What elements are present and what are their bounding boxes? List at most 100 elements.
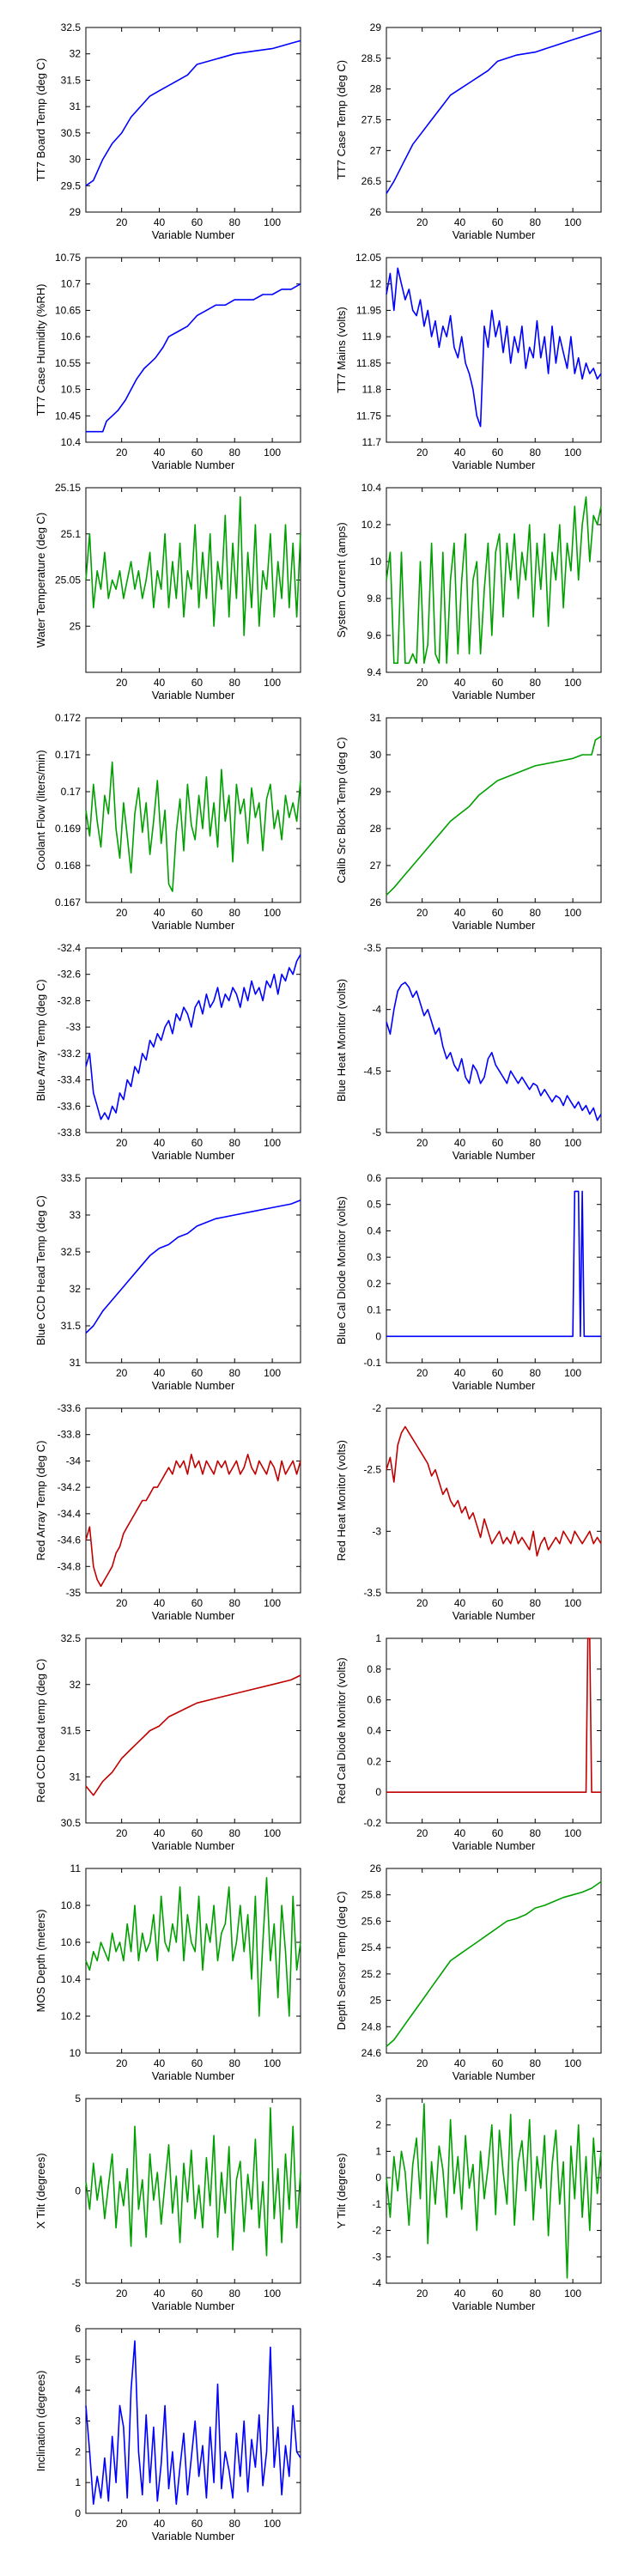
y-tick-label: -2: [372, 2225, 381, 2237]
x-tick-label: 100: [564, 216, 581, 228]
y-tick-label: 0.6: [367, 1172, 381, 1184]
y-tick-label: 11.9: [362, 331, 382, 343]
y-tick-label: 10.6: [61, 1936, 82, 1948]
y-tick-label: 10.7: [61, 278, 82, 290]
plot-frame: [85, 257, 301, 443]
x-tick-label: 60: [492, 677, 504, 689]
x-tick-label: 100: [264, 2057, 281, 2069]
y-axis-label: X Tilt (degrees): [34, 2153, 47, 2228]
x-tick-label: 100: [264, 216, 281, 228]
x-tick-label: 60: [492, 1367, 504, 1379]
x-tick-label: 60: [191, 447, 204, 459]
y-tick-label: 10.6: [61, 331, 82, 343]
x-tick-label: 40: [454, 447, 466, 459]
chart-19: -5 0 5 20 40 60 80 100 Variable Number X Tilt (de…: [34, 2093, 301, 2312]
chart-9: -33.8 -33.6 -33.4 -33.2 -33 -32.8 -32.6 -32.4 20…: [34, 942, 301, 1162]
y-tick-label: 31: [70, 1357, 82, 1369]
x-tick-label: 100: [564, 2057, 581, 2069]
plot-frame: [386, 1177, 602, 1364]
x-tick-label: 20: [116, 677, 128, 689]
x-tick-label: 100: [564, 2287, 581, 2300]
y-tick-label: 3: [75, 2415, 81, 2427]
y-tick-label: -34.6: [58, 1534, 82, 1546]
x-tick-label: 100: [264, 1827, 281, 1839]
y-tick-label: 0.168: [55, 860, 81, 872]
y-axis-label: TT7 Case Humidity (%RH): [34, 284, 47, 416]
x-tick-label: 80: [530, 677, 542, 689]
series-line: [85, 39, 301, 186]
y-tick-label: 0: [375, 1330, 381, 1342]
x-tick-label: 20: [416, 2057, 428, 2069]
x-axis-label: Variable Number: [152, 1149, 235, 1162]
y-tick-label: -0.1: [363, 1357, 381, 1369]
x-tick-label: 20: [116, 2287, 128, 2300]
y-tick-label: 1: [375, 2145, 381, 2157]
y-tick-label: 0.5: [367, 1199, 381, 1211]
x-tick-label: 60: [492, 1137, 504, 1149]
y-tick-label: -4: [372, 1004, 381, 1016]
series-line: [386, 29, 602, 194]
y-tick-label: 0.1: [367, 1304, 381, 1316]
series-line: [386, 2103, 602, 2279]
y-tick-label: 11.75: [356, 410, 381, 422]
plot-frame: [85, 2328, 301, 2514]
y-tick-label: -32.4: [58, 942, 82, 954]
series-line: [386, 495, 602, 665]
y-tick-label: 30: [70, 154, 82, 166]
chart-3: 10.4 10.45 10.5 10.55 10.6 10.65 10.7 10.75 20 40…: [34, 252, 301, 471]
y-tick-label: 0: [375, 1786, 381, 1798]
y-tick-label: 0.17: [61, 786, 82, 798]
y-tick-label: 32.5: [61, 21, 82, 33]
y-tick-label: 30.5: [61, 1817, 82, 1829]
x-tick-label: 40: [154, 2057, 166, 2069]
x-tick-label: 60: [191, 216, 204, 228]
x-axis-label: Variable Number: [453, 919, 536, 932]
y-tick-label: 27.5: [361, 114, 382, 126]
x-tick-label: 20: [416, 1597, 428, 1609]
chart-10: -5 -4.5 -4 -3.5 20 40 60 80 100 Variable Number Bl…: [335, 942, 602, 1162]
x-axis-label: Variable Number: [453, 1149, 536, 1162]
y-tick-label: -32.8: [58, 994, 82, 1006]
y-tick-label: 10.8: [61, 1899, 82, 1911]
y-tick-label: 30: [370, 749, 382, 761]
y-tick-label: 5: [75, 2354, 81, 2366]
x-tick-label: 40: [154, 2518, 166, 2530]
x-tick-label: 80: [530, 2057, 542, 2069]
y-tick-label: 12: [370, 278, 382, 290]
chart-6: 9.4 9.6 9.8 10 10.2 10.4 20 40 60 80 100 Variable N…: [335, 482, 602, 702]
y-tick-label: 25.05: [55, 574, 81, 586]
y-tick-label: 10: [370, 556, 382, 568]
series-line: [85, 1454, 301, 1588]
x-tick-label: 20: [116, 1597, 128, 1609]
x-axis-label: Variable Number: [453, 459, 536, 471]
x-tick-label: 80: [229, 907, 241, 919]
chart-12: -0.1 0 0.1 0.2 0.3 0.4 0.5 0.6 20 40 60 80 100 Variab…: [335, 1172, 602, 1392]
y-tick-label: 0: [375, 2172, 381, 2184]
y-tick-label: 5: [75, 2093, 81, 2105]
x-tick-label: 80: [530, 1827, 542, 1839]
y-tick-label: -34.8: [58, 1560, 82, 1572]
y-tick-label: 12.05: [355, 252, 381, 264]
x-tick-label: 60: [191, 1827, 204, 1839]
x-axis-label: Variable Number: [453, 1839, 536, 1852]
plot-frame: [85, 947, 301, 1133]
y-tick-label: 11.95: [356, 304, 381, 316]
y-tick-label: -33.4: [58, 1074, 82, 1086]
y-tick-label: 10: [70, 2047, 82, 2059]
y-axis-label: Red CCD head temp (deg C): [34, 1659, 47, 1803]
plot-frame: [85, 27, 301, 213]
y-axis-label: Water Temperature (deg C): [34, 513, 47, 648]
y-tick-label: 0: [75, 2507, 81, 2519]
series-line: [85, 1200, 301, 1334]
x-tick-label: 100: [564, 677, 581, 689]
x-tick-label: 60: [191, 677, 204, 689]
x-axis-label: Variable Number: [152, 919, 235, 932]
y-tick-label: 0.171: [55, 749, 81, 761]
y-tick-label: 9.6: [367, 629, 381, 641]
y-tick-label: 9.8: [367, 592, 381, 605]
series-line: [386, 1190, 601, 1338]
x-tick-label: 40: [454, 1827, 466, 1839]
y-tick-label: 29: [70, 206, 82, 218]
x-tick-label: 60: [492, 907, 504, 919]
